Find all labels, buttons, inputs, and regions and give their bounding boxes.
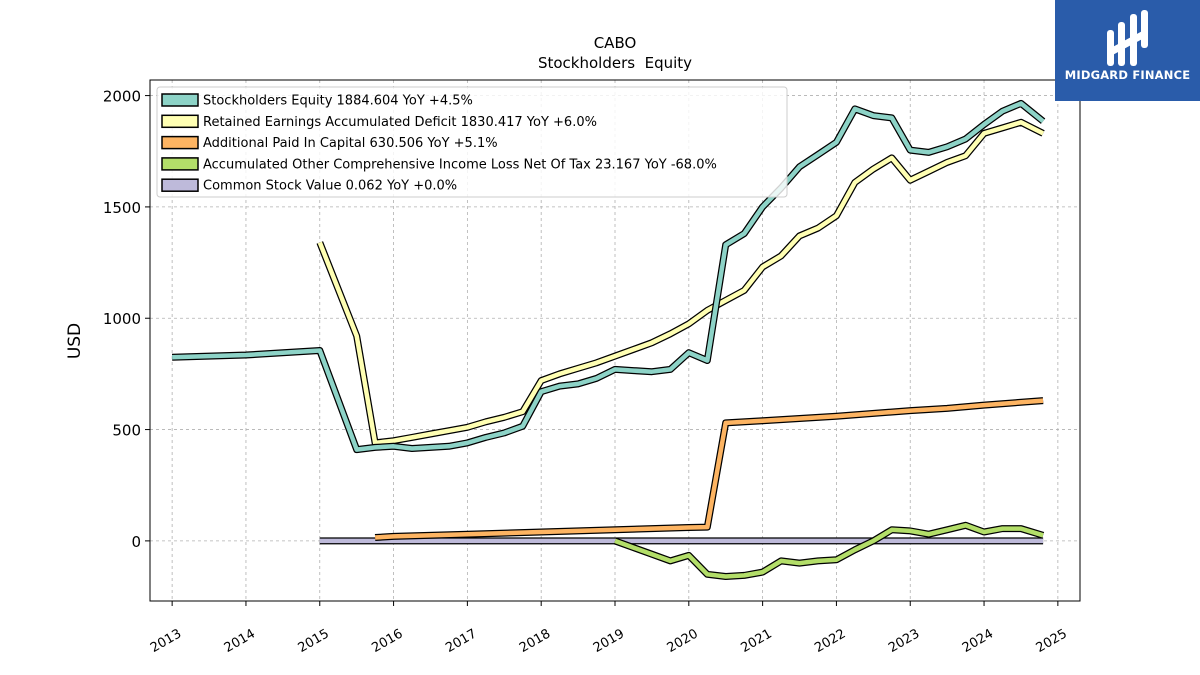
legend-label: Stockholders Equity 1884.604 YoY +4.5% (203, 94, 473, 109)
legend-item: Retained Earnings Accumulated Deficit 18… (161, 114, 597, 130)
legend-swatch (161, 135, 199, 150)
series-line (614, 523, 1044, 579)
x-tick-label: 2018 (517, 626, 553, 656)
legend-label: Accumulated Other Comprehensive Income L… (203, 157, 717, 172)
legend-swatch (161, 178, 199, 192)
series-line (317, 120, 1045, 446)
x-tick-label: 2019 (591, 626, 627, 656)
series-retained-earnings-accumulated-deficit (316, 118, 1045, 447)
legend-swatch (161, 93, 199, 107)
x-tick-label: 2016 (369, 626, 405, 656)
brand-name: MIDGARD FINANCE (1064, 68, 1191, 82)
x-tick-label: 2024 (960, 626, 996, 656)
x-tick-label: 2022 (812, 626, 848, 656)
y-tick-label: 1500 (103, 199, 141, 217)
series-line (172, 101, 1045, 452)
grid (150, 80, 1080, 601)
series-line (374, 398, 1044, 540)
legend-swatch (161, 114, 199, 129)
legend-item: Accumulated Other Comprehensive Income L… (161, 157, 717, 172)
x-tick-label: 2014 (222, 626, 258, 656)
legend-label: Common Stock Value 0.062 YoY +0.0% (203, 179, 457, 194)
series-line-outline (613, 521, 1045, 580)
y-tick-label: 0 (131, 533, 141, 551)
x-tick-label: 2015 (296, 626, 332, 656)
series-stockholders-equity (171, 99, 1046, 454)
x-tick-label: 2023 (886, 626, 922, 656)
x-tick-label: 2020 (665, 626, 701, 656)
legend-swatch (161, 157, 199, 171)
y-axis: 0 500 1000 1500 2000 (103, 88, 150, 551)
legend-label: Additional Paid In Capital 630.506 YoY +… (203, 136, 498, 151)
midgard-logo-icon (1055, 0, 1200, 101)
y-tick-label: 2000 (103, 88, 141, 106)
chart-title: CABO (594, 34, 637, 52)
legend-label: Retained Earnings Accumulated Deficit 18… (203, 115, 597, 130)
series-additional-paid-in-capital (374, 397, 1044, 541)
y-tick-label: 500 (112, 422, 141, 440)
y-axis-label: USD (65, 323, 85, 359)
chart-subtitle: Stockholders Equity (538, 54, 692, 72)
series-accumulated-other-comprehensive-income-loss-net-of-tax (613, 521, 1045, 580)
legend-item: Additional Paid In Capital 630.506 YoY +… (161, 135, 498, 151)
legend: Stockholders Equity 1884.604 YoY +4.5% Re… (156, 86, 788, 198)
x-tick-label: 2021 (738, 626, 774, 656)
legend-box (156, 86, 788, 198)
brand-logo: MIDGARD FINANCE (1055, 0, 1200, 101)
legend-item: Stockholders Equity 1884.604 YoY +4.5% (161, 93, 473, 109)
y-tick-label: 1000 (103, 310, 141, 328)
legend-item: Common Stock Value 0.062 YoY +0.0% (161, 178, 457, 194)
x-axis: 2013 2014 2015 2016 2017 2018 2019 2020 2021 2022… (148, 601, 1070, 656)
x-tick-label: 2025 (1034, 626, 1070, 656)
x-tick-label: 2017 (443, 626, 479, 656)
x-tick-label: 2013 (148, 626, 184, 656)
series-lines (171, 99, 1046, 580)
